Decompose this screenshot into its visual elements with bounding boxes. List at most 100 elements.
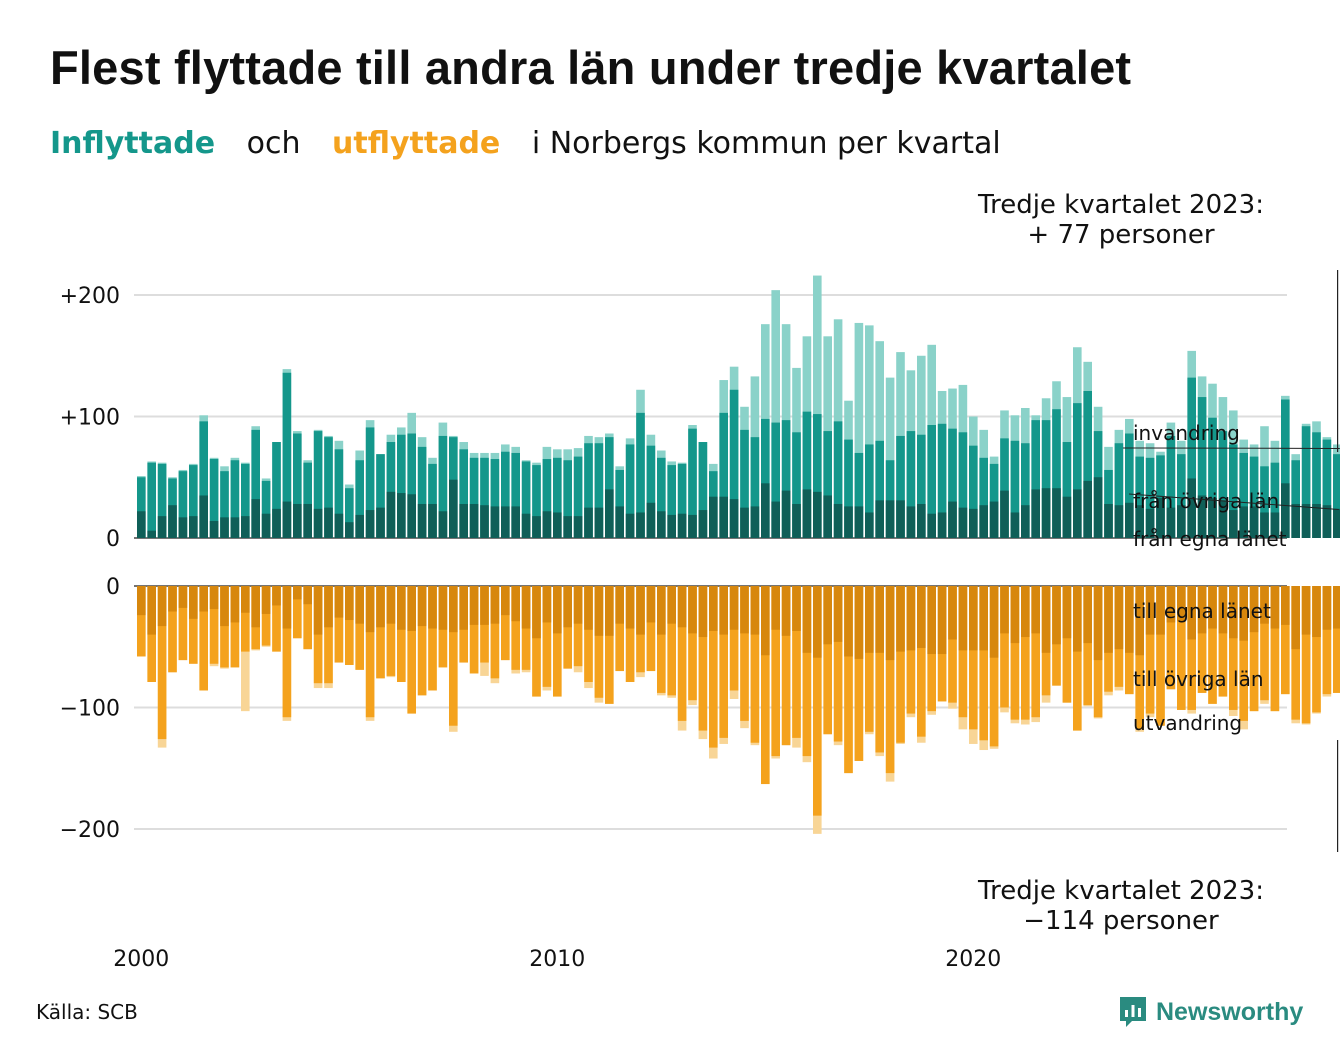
- inflow-other-county-bar: [397, 434, 406, 538]
- outflow-own-county-bar: [417, 586, 427, 627]
- inflow-other-county-bar: [1021, 443, 1030, 538]
- outflow-other-county-bar: [584, 586, 593, 682]
- inflow-own-county-bar: [1208, 497, 1217, 538]
- outflow-own-county-bar: [729, 586, 739, 630]
- outflow-other-county-bar: [833, 586, 843, 742]
- outflow-other-county-bar: [1291, 586, 1300, 720]
- inflow-other-county-bar: [1135, 456, 1144, 538]
- inflow-other-county-bar: [1249, 456, 1259, 538]
- inflow-other-county-bar: [501, 451, 510, 538]
- outflow-own-county-bar: [521, 586, 531, 629]
- outflow-other-county-bar: [625, 586, 635, 682]
- annotation-bottom-line1: Tredje kvartalet 2023:: [978, 876, 1264, 906]
- inflow-own-county-bar: [1031, 489, 1040, 538]
- outflow-own-county-bar: [917, 586, 926, 648]
- inflow-other-county-bar: [906, 431, 916, 538]
- inflow-immigration-bar: [771, 290, 780, 538]
- outflow-other-county-bar: [220, 586, 229, 668]
- inflow-other-county-bar: [334, 449, 344, 538]
- inflow-other-county-bar: [209, 459, 219, 538]
- inflow-own-county-bar: [293, 503, 302, 538]
- outflow-other-county-bar: [1062, 586, 1072, 703]
- inflow-own-county-bar: [220, 517, 229, 538]
- inflow-other-county-bar: [1208, 417, 1217, 538]
- inflow-own-county-bar: [1281, 483, 1290, 538]
- outflow-own-county-bar: [553, 586, 562, 634]
- inflow-own-county-bar: [1010, 512, 1020, 538]
- outflow-own-county-bar: [969, 586, 978, 651]
- outflow-own-county-bar: [750, 586, 760, 635]
- outflow-own-county-bar: [189, 586, 198, 619]
- outflow-own-county-bar: [1218, 586, 1228, 634]
- inflow-own-county-bar: [698, 510, 708, 538]
- inflow-other-county-bar: [875, 440, 884, 538]
- inflow-other-county-bar: [802, 411, 812, 538]
- inflow-own-county-bar: [917, 503, 926, 538]
- x-tick-label: 2010: [529, 947, 585, 972]
- inflow-immigration-bar: [854, 322, 864, 538]
- outflow-own-county-bar: [792, 586, 801, 631]
- outflow-own-county-bar: [802, 586, 812, 653]
- inflow-other-county-bar: [677, 463, 687, 538]
- outflow-other-county-bar: [469, 586, 479, 674]
- outflow-own-county-bar: [355, 586, 364, 624]
- inflow-own-county-bar: [573, 516, 583, 538]
- inflow-other-county-bar: [584, 443, 593, 538]
- outflow-own-county-bar: [1052, 586, 1061, 645]
- inflow-other-county-bar: [438, 435, 448, 538]
- inflow-own-county-bar: [584, 507, 593, 538]
- inflow-own-county-bar: [1135, 505, 1144, 538]
- outflow-other-county-bar: [1270, 586, 1280, 712]
- inflow-own-county-bar: [937, 512, 947, 538]
- outflow-own-county-bar: [1187, 586, 1196, 640]
- source-note: Källa: SCB: [36, 1000, 138, 1024]
- outflow-other-county-bar: [729, 586, 739, 691]
- outflow-own-county-bar: [605, 586, 614, 636]
- outflow-own-county-bar: [989, 586, 999, 658]
- outflow-own-county-bar: [979, 586, 988, 651]
- inflow-own-county-bar: [417, 503, 427, 538]
- outflow-other-county-bar: [688, 586, 697, 701]
- outflow-other-county-bar: [501, 586, 510, 661]
- outflow-other-county-bar: [896, 586, 905, 743]
- outflow-other-county-bar: [1197, 586, 1207, 693]
- outflow-own-county-bar: [833, 586, 843, 642]
- outflow-other-county-bar: [969, 586, 978, 730]
- inflow-own-county-bar: [771, 501, 780, 538]
- outflow-own-county-bar: [345, 586, 354, 621]
- inflow-other-county-bar: [1239, 452, 1248, 538]
- inflow-y-tick-label: 0: [106, 527, 120, 552]
- outflow-own-county-bar: [1239, 586, 1248, 641]
- outflow-own-county-bar: [1031, 586, 1040, 634]
- inflow-own-county-bar: [823, 495, 832, 538]
- inflow-other-county-bar: [573, 456, 583, 538]
- inflow-other-county-bar: [1322, 439, 1332, 538]
- outflow-other-county-bar: [386, 586, 396, 676]
- outflow-own-county-bar: [1333, 586, 1340, 629]
- outflow-other-county-bar: [1218, 586, 1228, 697]
- inflow-own-county-bar: [927, 513, 936, 538]
- outflow-other-county-bar: [813, 586, 822, 816]
- inflow-other-county-bar: [740, 429, 749, 538]
- outflow-other-county-bar: [740, 586, 749, 721]
- outflow-other-county-bar: [917, 586, 926, 737]
- inflow-other-county-bar: [386, 442, 396, 538]
- outflow-own-county-bar: [1208, 586, 1217, 629]
- inflow-other-county-bar: [365, 427, 375, 538]
- outflow-other-county-bar: [823, 586, 832, 735]
- inflow-other-county-bar: [1312, 432, 1321, 538]
- inflow-other-county-bar: [428, 463, 437, 538]
- outflow-other-county-bar: [573, 586, 583, 667]
- leader-fran-ovriga-lan: [1128, 493, 1339, 511]
- outflow-own-county-bar: [313, 586, 323, 635]
- label-till-egna-lanet: till egna länet: [1133, 599, 1271, 623]
- outflow-own-county-bar: [885, 586, 895, 661]
- x-tick-label: 2020: [945, 947, 1001, 972]
- inflow-other-county-bar: [625, 444, 635, 538]
- inflow-own-county-bar: [625, 513, 635, 538]
- inflow-own-county-bar: [480, 505, 489, 538]
- outflow-other-county-bar: [1322, 586, 1332, 695]
- outflow-own-county-bar: [469, 586, 479, 625]
- outflow-other-county-bar: [511, 586, 520, 670]
- outflow-own-county-bar: [1073, 586, 1082, 652]
